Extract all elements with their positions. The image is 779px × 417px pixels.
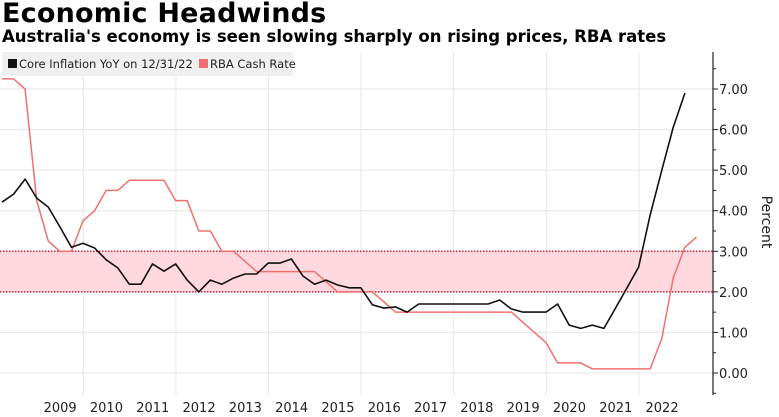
y-tick-label: 4.00 bbox=[719, 205, 748, 220]
target-band-fill bbox=[0, 251, 713, 292]
x-tick-label: 2010 bbox=[90, 401, 123, 416]
legend-background bbox=[2, 52, 293, 76]
x-tick-label: 2011 bbox=[136, 401, 169, 416]
x-axis-labels: 2009 2010 2011 2012 2013 2014 2015 2016 2017 2018… bbox=[44, 401, 679, 416]
legend: Core Inflation YoY on 12/31/22 RBA Cash … bbox=[2, 52, 296, 76]
target-band bbox=[0, 250, 713, 293]
series-lines bbox=[1, 78, 697, 370]
y-tick-label: 3.00 bbox=[719, 245, 748, 260]
y-axis: 0.00 1.00 2.00 3.00 4.00 5.00 6.00 7.00 bbox=[712, 52, 748, 395]
gridlines bbox=[0, 52, 713, 395]
chart-subtitle: Australia's economy is seen slowing shar… bbox=[2, 27, 667, 46]
x-tick-label: 2019 bbox=[507, 401, 540, 416]
x-tick-label: 2022 bbox=[646, 401, 679, 416]
x-tick-label: 2015 bbox=[321, 401, 354, 416]
x-tick-label: 2014 bbox=[275, 401, 308, 416]
chart-title: Economic Headwinds bbox=[2, 0, 327, 29]
x-tick-label: 2009 bbox=[44, 401, 77, 416]
legend-swatch-rba-cash-rate bbox=[199, 59, 208, 68]
legend-label-core-inflation: Core Inflation YoY on 12/31/22 bbox=[19, 57, 193, 71]
y-tick-label: 5.00 bbox=[719, 164, 748, 179]
x-tick-label: 2013 bbox=[229, 401, 262, 416]
y-tick-label: 7.00 bbox=[719, 83, 748, 98]
y-axis-title: Percent bbox=[758, 196, 774, 249]
legend-swatch-core-inflation bbox=[8, 59, 17, 68]
y-tick-label: 1.00 bbox=[719, 326, 748, 341]
y-tick-label: 2.00 bbox=[719, 286, 748, 301]
x-tick-label: 2021 bbox=[599, 401, 632, 416]
x-tick-label: 2018 bbox=[460, 401, 493, 416]
x-tick-label: 2016 bbox=[368, 401, 401, 416]
x-tick-label: 2020 bbox=[553, 401, 586, 416]
y-tick-label: 6.00 bbox=[719, 124, 748, 139]
series-line-core-inflation bbox=[1, 92, 686, 330]
legend-label-rba-cash-rate: RBA Cash Rate bbox=[210, 57, 296, 71]
x-tick-label: 2012 bbox=[183, 401, 216, 416]
y-tick-label: 0.00 bbox=[719, 367, 748, 382]
series-line-rba-cash-rate bbox=[2, 78, 697, 370]
x-tick-label: 2017 bbox=[414, 401, 447, 416]
